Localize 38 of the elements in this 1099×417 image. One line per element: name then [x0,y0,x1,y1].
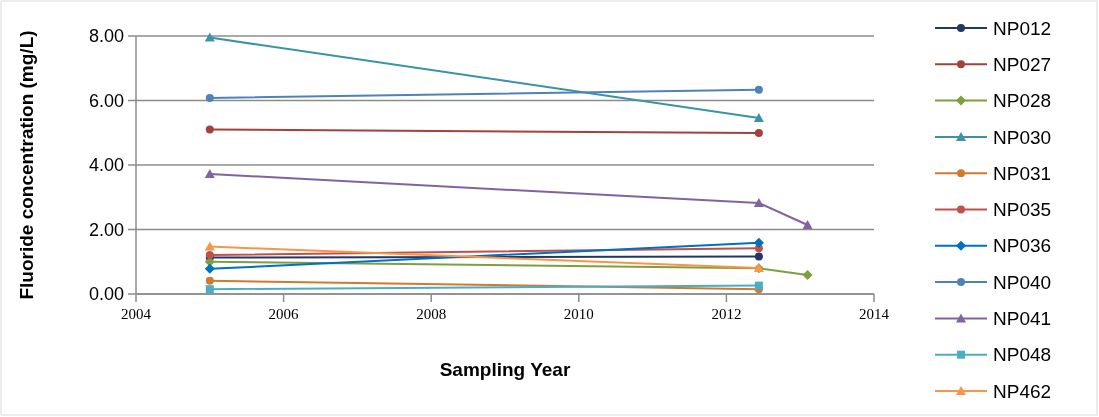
legend-label: NP041 [993,308,1052,330]
point [753,198,764,208]
point [205,93,214,102]
point [204,169,215,179]
y-tick-label: 4.00 [88,155,124,176]
x-tick-label: 2004 [121,306,152,322]
point [754,85,763,94]
point [753,237,764,248]
point [802,219,813,229]
point [205,285,214,294]
legend-label: NP012 [993,17,1052,39]
y-tick-label: 8.00 [88,26,124,47]
legend-label: NP040 [993,271,1052,293]
x-tick-label: 2012 [711,306,742,322]
point [754,252,763,261]
legend-label: NP036 [993,235,1052,257]
legend-label: NP462 [993,380,1052,402]
y-tick-label: 2.00 [88,219,124,240]
y-tick-label: 6.00 [88,90,124,111]
y-axis-title: Fluoride concentration (mg/L) [16,30,37,300]
legend-label: NP030 [993,126,1052,148]
legend-label: NP028 [993,90,1052,112]
x-tick-label: 2014 [859,306,890,322]
x-axis-title: Sampling Year [439,359,571,380]
point [205,276,214,285]
point [802,269,813,280]
y-tick-label: 0.00 [88,284,124,305]
point [754,281,763,290]
legend-label: NP031 [993,162,1052,184]
point [204,263,215,274]
x-tick-label: 2008 [416,306,447,322]
legend-label: NP048 [993,344,1052,366]
legend-label: NP035 [993,199,1052,221]
legend-label: NP027 [993,53,1052,75]
point [205,125,214,134]
x-tick-label: 2006 [268,306,300,322]
point [754,129,763,138]
x-tick-label: 2010 [563,306,594,322]
